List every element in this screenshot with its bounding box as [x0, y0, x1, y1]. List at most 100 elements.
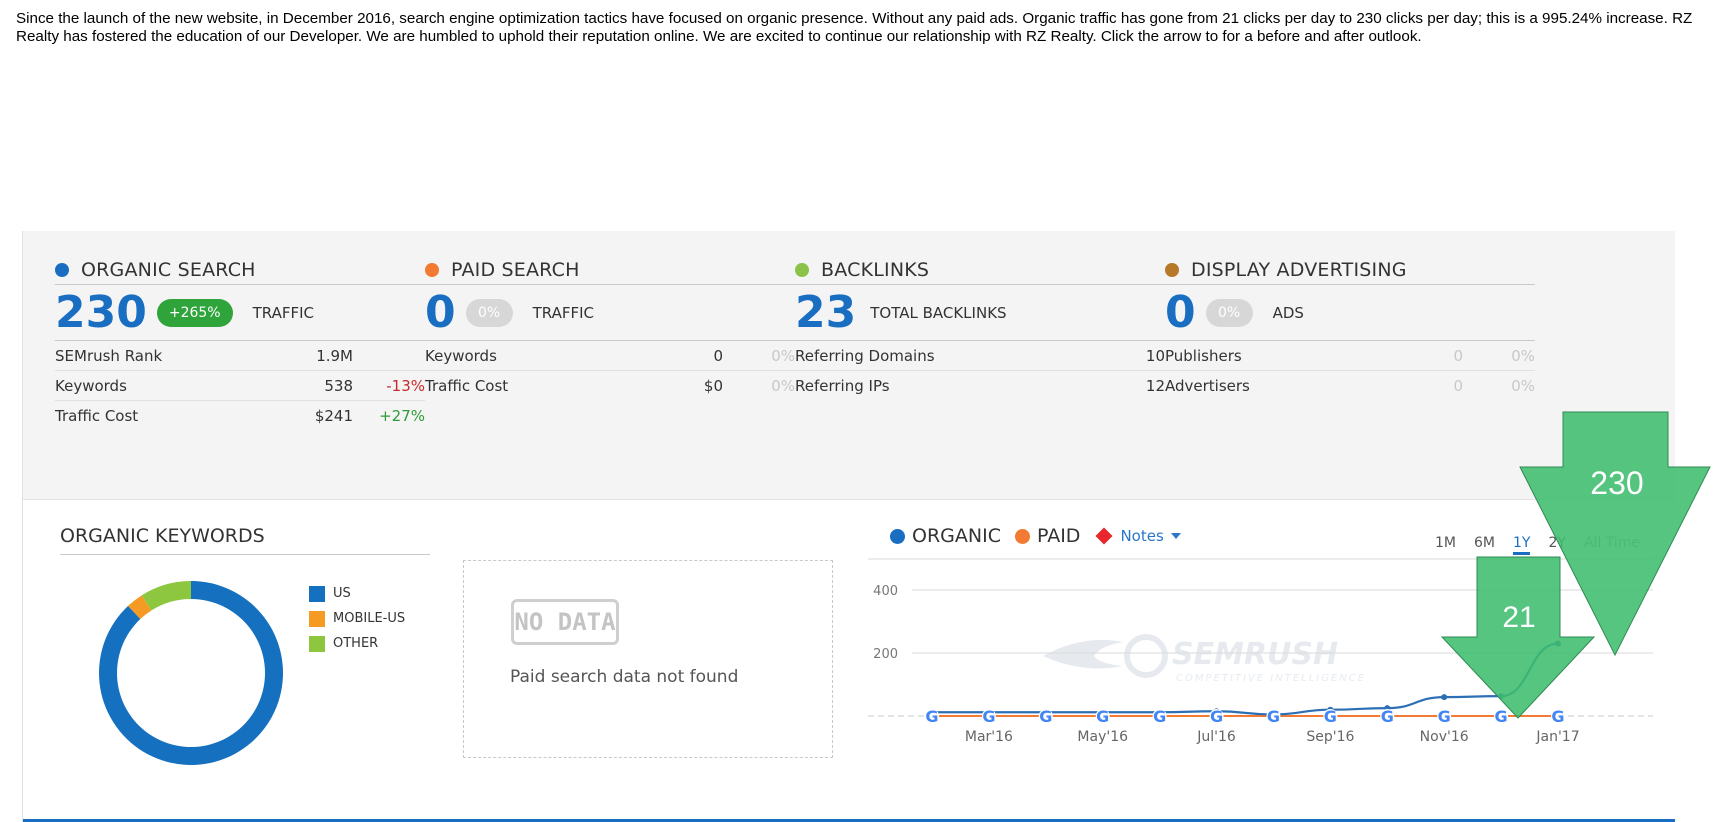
paid-traffic-change-badge: 0%	[465, 298, 513, 327]
stat-row: Traffic Cost $0 0%	[425, 371, 795, 401]
organic-keywords-title: ORGANIC KEYWORDS	[60, 525, 430, 555]
legend-item-other[interactable]: OTHER	[309, 631, 405, 656]
stat-row: SEMrush Rank 1.9M	[55, 341, 425, 371]
legend-swatch	[309, 610, 325, 627]
summary-area	[23, 231, 1675, 500]
donut-segment-other[interactable]	[141, 581, 191, 611]
google-update-marker-bg	[1323, 709, 1338, 723]
backlinks-title: BACKLINKS	[821, 258, 930, 281]
legend-organic-label: ORGANIC	[912, 525, 1001, 547]
watermark-fireball-icon	[1043, 639, 1123, 669]
google-update-marker-bg	[1209, 709, 1224, 723]
google-update-icon[interactable]: G	[1210, 707, 1223, 726]
x-tick-label: Jul'16	[1196, 729, 1236, 745]
x-tick-label: Nov'16	[1420, 729, 1469, 745]
google-update-icon[interactable]: G	[1495, 707, 1508, 726]
no-data-badge: NO DATA	[511, 599, 619, 645]
stat-value[interactable]: 0	[1453, 377, 1463, 395]
legend-item-us[interactable]: US	[309, 581, 405, 606]
range-1m[interactable]: 1M	[1435, 535, 1456, 551]
stat-row: Keywords 538 -13%	[55, 371, 425, 401]
google-update-icon[interactable]: G	[1153, 707, 1166, 726]
donut-segment-mobile-us[interactable]	[128, 595, 152, 620]
notes-diamond-icon	[1095, 527, 1113, 545]
stat-change: -13%	[386, 376, 425, 395]
range-6m[interactable]: 6M	[1474, 535, 1495, 551]
paid-traffic-label: TRAFFIC	[532, 303, 595, 322]
donut-segment-us[interactable]	[99, 581, 283, 765]
stat-row: Keywords 0 0%	[425, 341, 795, 371]
display-ads-change-badge: 0%	[1205, 298, 1253, 327]
legend-item-mobile-us[interactable]: MOBILE-US	[309, 606, 405, 631]
google-update-icon[interactable]: G	[1039, 707, 1052, 726]
google-update-icon[interactable]: G	[925, 707, 938, 726]
google-update-icon[interactable]: G	[1438, 707, 1451, 726]
x-tick-label: Sep'16	[1306, 729, 1354, 745]
watermark-ring-icon	[1124, 634, 1168, 678]
stat-value[interactable]: 12	[1145, 377, 1165, 395]
stat-change: 0%	[771, 346, 795, 365]
google-update-marker-bg	[981, 709, 996, 723]
stat-change: 0%	[1511, 346, 1535, 365]
organic-dot-icon	[890, 528, 905, 544]
trend-chart-legend: ORGANIC PAID Notes	[890, 525, 1181, 547]
range-all-time[interactable]: All Time	[1583, 535, 1641, 551]
display-advertising-section: DISPLAY ADVERTISING 0 0% ADS Publishers …	[1165, 255, 1535, 401]
stat-value[interactable]: 538	[324, 376, 353, 395]
google-update-icon[interactable]: G	[1551, 707, 1564, 726]
legend-swatch	[309, 585, 325, 602]
legend-paid[interactable]: PAID	[1014, 525, 1081, 547]
organic-keywords-legend: US MOBILE-US OTHER	[309, 581, 405, 656]
backlinks-value[interactable]: 23	[795, 286, 857, 338]
paid-traffic-value[interactable]: 0	[425, 286, 456, 338]
stat-row: Referring Domains 10	[795, 341, 1165, 371]
organic-traffic-label: TRAFFIC	[252, 303, 315, 322]
organic-dot-icon	[55, 262, 69, 277]
notes-dropdown[interactable]: Notes	[1094, 527, 1181, 545]
display-ads-value[interactable]: 0	[1165, 286, 1196, 338]
stat-value[interactable]: $0	[703, 377, 723, 395]
chevron-down-icon	[1170, 533, 1181, 539]
google-update-icon[interactable]: G	[1096, 707, 1109, 726]
stat-value[interactable]: 0	[713, 346, 723, 365]
organic-traffic-chart[interactable]: SEMRUSH COMPETITIVE INTELLIGENCE 400200 …	[868, 558, 1668, 818]
x-tick-label: Jan'17	[1535, 729, 1579, 745]
stat-value[interactable]: 1.9M	[316, 346, 353, 365]
paid-search-data-panel: NO DATA Paid search data not found	[463, 560, 833, 758]
paid-dot-icon	[1014, 528, 1030, 544]
organic-point[interactable]	[1555, 640, 1561, 647]
stat-row: Referring IPs 12	[795, 371, 1165, 401]
organic-point[interactable]	[1498, 693, 1505, 700]
google-update-icon[interactable]: G	[1324, 707, 1337, 726]
stat-row: Publishers 0 0%	[1165, 341, 1535, 371]
stat-value[interactable]: 0	[1453, 346, 1463, 365]
range-1y[interactable]: 1Y	[1513, 535, 1531, 555]
range-2y[interactable]: 2Y	[1548, 535, 1566, 551]
organic-traffic-change-badge: +265%	[156, 298, 233, 327]
google-update-icon[interactable]: G	[1267, 707, 1280, 726]
organic-keywords-donut[interactable]	[95, 577, 287, 769]
stat-value[interactable]: 10	[1145, 346, 1165, 365]
paid-search-title: PAID SEARCH	[451, 258, 580, 281]
google-update-icon[interactable]: G	[982, 707, 995, 726]
organic-search-title: ORGANIC SEARCH	[81, 258, 256, 281]
intro-paragraph: Since the launch of the new website, in …	[16, 10, 1693, 45]
watermark-brand: SEMRUSH	[1172, 637, 1338, 672]
stat-label: SEMrush Rank	[55, 346, 163, 365]
y-tick-label: 200	[873, 647, 898, 662]
legend-organic[interactable]: ORGANIC	[890, 525, 1001, 547]
backlinks-section: BACKLINKS 23 TOTAL BACKLINKS Referring D…	[795, 255, 1165, 401]
stat-value[interactable]: $241	[314, 407, 353, 425]
organic-point[interactable]	[1441, 694, 1448, 701]
stat-row: Traffic Cost $241 +27%	[55, 401, 425, 431]
legend-paid-label: PAID	[1036, 525, 1081, 547]
legend-swatch	[309, 635, 325, 652]
google-update-icon[interactable]: G	[1381, 707, 1394, 726]
stat-label: Referring IPs	[795, 377, 890, 395]
stat-change: 0%	[1511, 377, 1535, 395]
stat-change: 0%	[771, 377, 795, 395]
panel-bottom-border	[23, 819, 1675, 822]
paid-dot-icon	[425, 262, 439, 277]
stat-label: Traffic Cost	[55, 407, 139, 425]
organic-traffic-value[interactable]: 230	[55, 286, 147, 338]
